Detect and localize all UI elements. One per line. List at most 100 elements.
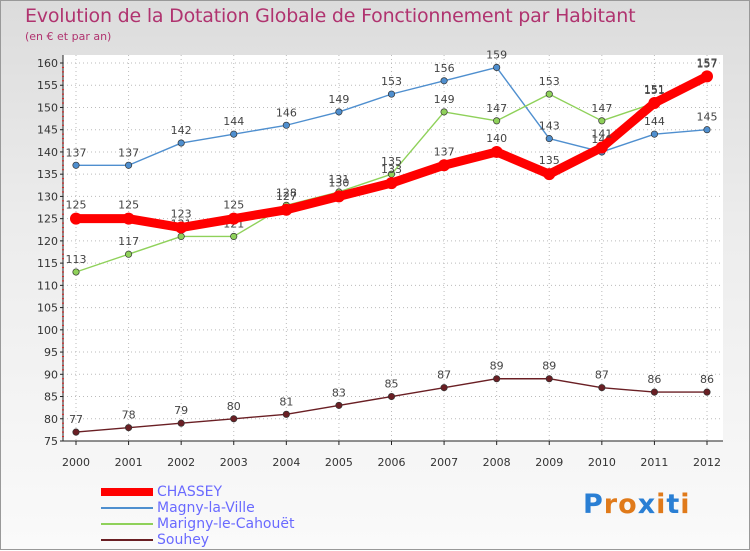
x-tick-label: 2002 — [167, 456, 195, 469]
legend: CHASSEY Magny-la-Ville Marigny-le-Cahouët S… — [101, 484, 294, 548]
y-tick-label: 155 — [37, 79, 58, 92]
y-minor-tick — [62, 409, 64, 411]
legend-swatch — [101, 507, 153, 509]
y-tick-label: 100 — [37, 324, 58, 337]
y-minor-tick — [62, 253, 64, 255]
data-point — [543, 168, 556, 181]
y-minor-tick — [62, 244, 64, 246]
legend-label: Souhey — [157, 532, 210, 548]
y-minor-tick — [62, 342, 64, 344]
y-minor-tick — [62, 436, 64, 438]
y-minor-tick — [62, 293, 64, 295]
data-label: 77 — [69, 413, 83, 426]
y-tick-label: 135 — [37, 168, 58, 181]
legend-item: Marigny-le-Cahouët — [101, 516, 294, 532]
data-point — [703, 388, 711, 396]
data-point — [230, 415, 238, 423]
data-point — [650, 130, 658, 138]
data-point — [490, 145, 503, 158]
data-point — [493, 375, 501, 383]
data-label: 137 — [118, 146, 139, 159]
y-tick-label: 120 — [37, 235, 58, 248]
logo-letter: t — [666, 489, 681, 520]
y-minor-tick — [62, 391, 64, 393]
y-tick-label: 130 — [37, 190, 58, 203]
y-minor-tick — [62, 427, 64, 429]
data-point — [125, 424, 133, 432]
data-point — [493, 63, 501, 71]
y-minor-tick — [62, 178, 64, 180]
data-label: 125 — [66, 199, 87, 212]
logo-letter: r — [603, 489, 619, 520]
y-minor-tick — [62, 102, 64, 104]
data-label: 113 — [66, 253, 87, 266]
data-label: 87 — [437, 369, 451, 382]
x-tick-label: 2007 — [430, 456, 458, 469]
y-minor-tick — [62, 169, 64, 171]
y-tick-label: 85 — [44, 391, 58, 404]
y-minor-tick — [62, 75, 64, 77]
data-point — [175, 221, 188, 234]
y-minor-tick — [62, 378, 64, 380]
x-tick-label: 2006 — [378, 456, 406, 469]
data-point — [335, 108, 343, 116]
data-point — [280, 203, 293, 216]
legend-swatch — [101, 523, 153, 525]
y-tick-label: 160 — [37, 57, 58, 70]
y-minor-tick — [62, 249, 64, 251]
y-tick-label: 150 — [37, 101, 58, 114]
plot-area — [63, 55, 723, 441]
y-tick-label: 140 — [37, 146, 58, 159]
y-minor-tick — [62, 115, 64, 117]
data-label: 143 — [539, 120, 560, 133]
data-label: 144 — [223, 115, 244, 128]
x-tick-label: 2004 — [272, 456, 300, 469]
data-label: 144 — [644, 115, 665, 128]
data-label: 156 — [434, 62, 455, 75]
data-label: 89 — [490, 360, 504, 373]
data-point — [72, 428, 80, 436]
legend-item: Souhey — [101, 532, 294, 548]
data-label: 133 — [381, 163, 402, 176]
y-tick-label: 115 — [37, 257, 58, 270]
data-label: 145 — [697, 111, 718, 124]
data-label: 79 — [174, 404, 188, 417]
y-minor-tick — [62, 315, 64, 317]
data-label: 78 — [122, 409, 136, 422]
y-tick-label: 110 — [37, 279, 58, 292]
y-minor-tick — [62, 324, 64, 326]
legend-item: CHASSEY — [101, 484, 294, 500]
y-minor-tick — [62, 222, 64, 224]
y-minor-tick — [62, 364, 64, 366]
y-minor-tick — [62, 80, 64, 82]
data-label: 140 — [486, 132, 507, 145]
x-tick-label: 2012 — [693, 456, 721, 469]
y-minor-tick — [62, 227, 64, 229]
y-minor-tick — [62, 347, 64, 349]
logo-letter: i — [680, 489, 691, 520]
chart-subtitle: (en € et par an) — [25, 30, 112, 43]
logo-letter: o — [618, 489, 638, 520]
y-tick-label: 75 — [44, 435, 58, 448]
legend-label: Magny-la-Ville — [157, 500, 255, 516]
y-minor-tick — [62, 235, 64, 237]
y-minor-tick — [62, 267, 64, 269]
y-minor-tick — [62, 155, 64, 157]
data-label: 85 — [385, 378, 399, 391]
legend-swatch — [101, 539, 153, 541]
y-minor-tick — [62, 431, 64, 433]
y-minor-tick — [62, 66, 64, 68]
y-minor-tick — [62, 89, 64, 91]
logo-letter: i — [656, 489, 667, 520]
y-minor-tick — [62, 258, 64, 260]
legend-label: Marigny-le-Cahouët — [157, 516, 295, 532]
y-minor-tick — [62, 213, 64, 215]
data-label: 123 — [171, 208, 192, 221]
x-tick-label: 2009 — [535, 456, 563, 469]
y-minor-tick — [62, 191, 64, 193]
data-label: 153 — [381, 75, 402, 88]
y-minor-tick — [62, 111, 64, 113]
y-minor-tick — [62, 356, 64, 358]
data-point — [335, 401, 343, 409]
